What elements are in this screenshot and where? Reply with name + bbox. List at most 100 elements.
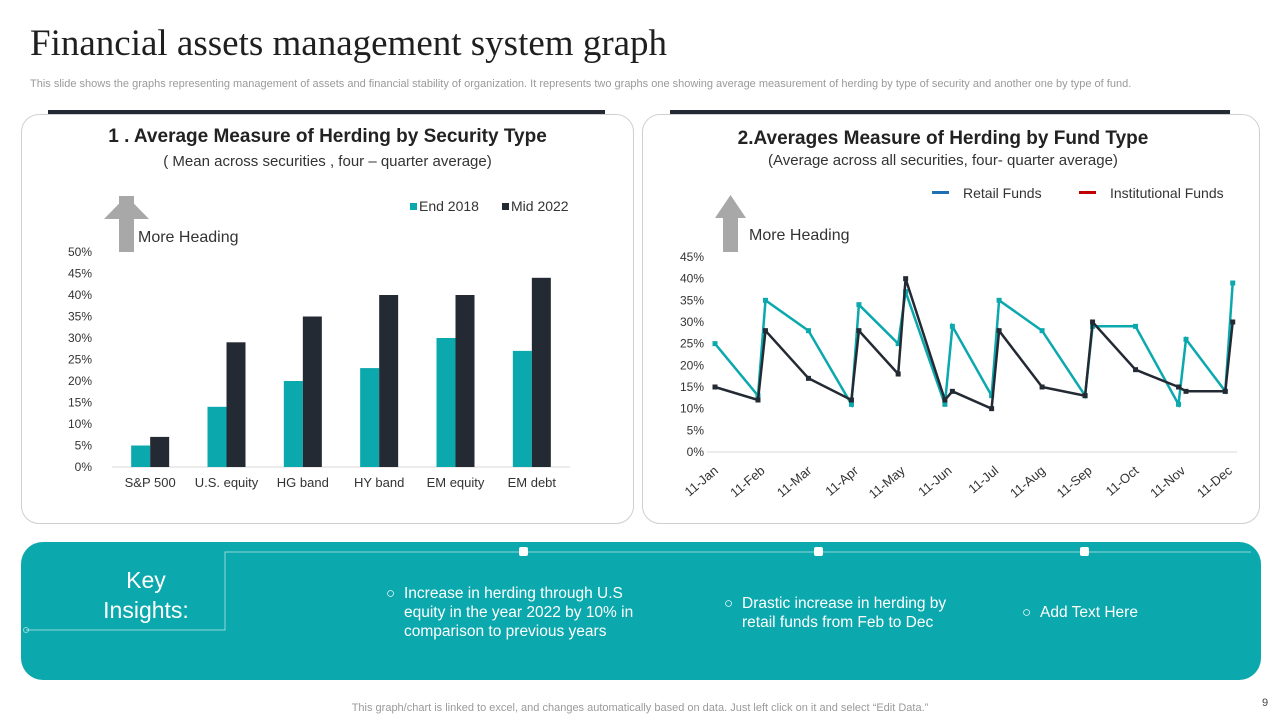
left-panel-top-bar <box>48 110 605 114</box>
data-point <box>1039 384 1045 390</box>
line-chart[interactable]: More Heading 0% 5% 10% 15% 20% 25% 30% 35% 40% 45… <box>643 115 1259 523</box>
data-point <box>848 397 854 403</box>
data-point <box>895 341 901 347</box>
bar-end-2018 <box>512 350 532 467</box>
x-tick-label: 11-Apr <box>822 462 861 498</box>
data-point <box>1230 280 1236 286</box>
legend-swatch <box>1079 191 1096 194</box>
data-point <box>805 375 811 381</box>
bar-end-2018 <box>207 406 227 467</box>
y-tick-label: 35% <box>68 310 92 324</box>
data-point <box>1082 393 1088 399</box>
data-point <box>1133 323 1139 329</box>
page-number: 9 <box>1262 697 1269 709</box>
data-point <box>1183 336 1189 342</box>
connector-node <box>814 547 823 556</box>
connector-node <box>1080 547 1089 556</box>
y-tick-label: 50% <box>68 245 92 259</box>
series-line-retail-funds <box>714 282 1234 409</box>
bullet-circle-icon: ○ <box>724 595 734 612</box>
data-point <box>1133 367 1139 373</box>
up-arrow-icon <box>104 196 149 252</box>
data-point <box>1090 319 1096 325</box>
x-tick-label: 11-Dec <box>1194 462 1235 500</box>
data-point <box>949 323 955 329</box>
y-tick-label: 25% <box>680 337 704 351</box>
x-tick-label: 11-May <box>866 462 908 501</box>
data-point <box>712 384 718 390</box>
data-point <box>903 276 909 282</box>
legend-label: Retail Funds <box>963 185 1042 201</box>
x-tick-label: 11-Jun <box>915 463 954 499</box>
x-tick-label: EM equity <box>427 475 485 490</box>
x-tick-label: HG band <box>277 475 329 490</box>
y-tick-label: 10% <box>68 417 92 431</box>
line-chart-subtitle: (Average across all securities, four- qu… <box>768 152 1118 169</box>
y-tick-label: 0% <box>75 460 93 474</box>
y-tick-label: 20% <box>68 374 92 388</box>
legend-label: Institutional Funds <box>1110 185 1224 201</box>
data-point <box>996 297 1002 303</box>
insight-item: ○ Increase in herding through U.S equity… <box>386 584 654 641</box>
y-tick-label: 45% <box>680 250 704 264</box>
bar-mid-2022 <box>455 295 475 467</box>
y-tick-label: 35% <box>680 293 704 307</box>
x-tick-label: 11-Feb <box>727 463 767 500</box>
bar-mid-2022 <box>379 295 399 467</box>
data-point <box>1183 388 1189 394</box>
bar-chart[interactable]: More Heading 0% 5% 10% 15% 20% 25% 30% 35% 40% 45… <box>22 115 633 523</box>
x-tick-label: 11-Sep <box>1054 463 1095 501</box>
data-point <box>942 401 948 407</box>
bullet-circle-icon: ○ <box>1022 604 1032 621</box>
data-point <box>942 397 948 403</box>
footer-note: This graph/chart is linked to excel, and… <box>351 702 929 714</box>
key-insights-banner: Key Insights: ○ Increase in herding thro… <box>21 542 1261 680</box>
x-tick-label: U.S. equity <box>195 475 259 490</box>
bullet-circle-icon: ○ <box>386 585 396 602</box>
data-point <box>1039 328 1045 334</box>
insight-item: ○ Drastic increase in herding by retail … <box>724 594 972 632</box>
x-tick-label: 11-Jan <box>682 463 721 499</box>
line-chart-panel[interactable]: 2.Averages Measure of Herding by Fund Ty… <box>642 114 1260 524</box>
data-point <box>805 328 811 334</box>
y-tick-label: 30% <box>680 315 704 329</box>
bar-mid-2022 <box>531 277 551 467</box>
data-point <box>1176 384 1182 390</box>
page-title: Financial assets management system graph <box>30 23 668 64</box>
data-point <box>895 371 901 377</box>
data-point <box>762 328 768 334</box>
x-tick-label: S&P 500 <box>125 475 176 490</box>
bar-end-2018 <box>360 368 380 467</box>
legend-swatch <box>502 203 509 210</box>
key-insights-title: Key Insights: <box>103 567 189 623</box>
data-point <box>996 328 1002 334</box>
data-point <box>762 297 768 303</box>
legend-label: Mid 2022 <box>511 198 569 214</box>
page-subtitle: This slide shows the graphs representing… <box>30 78 1132 90</box>
x-tick-label: 11-Nov <box>1147 462 1188 500</box>
y-tick-label: 10% <box>680 402 704 416</box>
data-point <box>848 401 854 407</box>
more-heading-label: More Heading <box>749 227 850 244</box>
bar-mid-2022 <box>302 316 322 467</box>
x-tick-label: 11-Aug <box>1007 463 1048 501</box>
y-tick-label: 40% <box>68 288 92 302</box>
y-tick-label: 40% <box>680 272 704 286</box>
bar-chart-title: 1 . Average Measure of Herding by Securi… <box>108 126 547 147</box>
x-tick-label: HY band <box>354 475 404 490</box>
x-tick-label: 11-Mar <box>774 462 815 500</box>
bar-chart-panel[interactable]: 1 . Average Measure of Herding by Securi… <box>21 114 634 524</box>
line-chart-title: 2.Averages Measure of Herding by Fund Ty… <box>737 128 1149 149</box>
data-point <box>1222 388 1228 394</box>
bar-end-2018 <box>283 381 303 467</box>
y-tick-label: 5% <box>687 423 705 437</box>
right-panel-top-bar <box>670 110 1230 114</box>
legend-swatch <box>932 191 949 194</box>
legend-label: End 2018 <box>419 198 479 214</box>
data-point <box>856 328 862 334</box>
y-tick-label: 45% <box>68 267 92 281</box>
insight-text: Increase in herding through U.S equity i… <box>404 585 634 640</box>
data-point <box>1176 401 1182 407</box>
bar-mid-2022 <box>150 436 170 467</box>
data-point <box>712 341 718 347</box>
